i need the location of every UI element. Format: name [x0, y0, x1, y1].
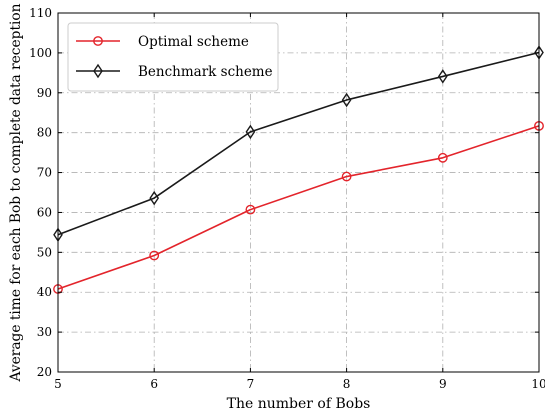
y-tick-label: 90 — [37, 86, 52, 100]
x-tick-label: 10 — [531, 377, 545, 391]
legend-marker — [93, 36, 103, 46]
x-tick-label: 9 — [439, 377, 447, 391]
x-tick-label: 8 — [343, 377, 351, 391]
data-point — [341, 171, 352, 182]
data-point — [149, 190, 160, 206]
data-point — [437, 69, 448, 84]
legend-label: Benchmark scheme — [138, 64, 273, 80]
x-tick-label: 5 — [54, 377, 62, 391]
x-tick-label: 6 — [150, 377, 158, 391]
legend: Optimal scheme Benchmark scheme — [67, 22, 279, 92]
axis-ticks: 5 6 7 8 9 10 20 30 40 50 60 70 80 90 100 110 — [29, 6, 545, 391]
y-tick-label: 60 — [37, 205, 52, 219]
series-optimal-scheme — [53, 120, 544, 294]
plot-series — [53, 45, 544, 294]
data-point — [245, 204, 256, 215]
y-tick-label: 80 — [37, 126, 52, 140]
y-tick-label: 20 — [37, 365, 52, 379]
data-point — [341, 92, 352, 108]
y-tick-label: 40 — [37, 285, 52, 299]
data-point — [245, 124, 256, 140]
legend-marker — [93, 63, 103, 79]
series-line — [57, 51, 540, 236]
legend-entries: Optimal scheme Benchmark scheme — [76, 34, 273, 80]
legend-entry: Benchmark scheme — [76, 63, 273, 80]
y-axis-label: Average time for each Bob to complete da… — [8, 3, 24, 382]
plot-frame — [57, 12, 540, 373]
y-tick-label: 30 — [37, 325, 52, 339]
legend-box — [67, 22, 279, 92]
data-point — [437, 152, 448, 163]
series-benchmark-scheme — [53, 45, 544, 243]
y-tick-label: 70 — [37, 166, 52, 180]
y-tick-label: 110 — [29, 6, 52, 20]
legend-label: Optimal scheme — [138, 34, 249, 50]
data-point — [149, 250, 160, 261]
x-tick-label: 7 — [247, 377, 255, 391]
y-tick-label: 50 — [37, 245, 52, 259]
x-axis-label: The number of Bobs — [227, 396, 371, 412]
y-tick-label: 100 — [29, 46, 52, 60]
legend-entry: Optimal scheme — [76, 34, 249, 50]
series-line — [57, 125, 540, 290]
